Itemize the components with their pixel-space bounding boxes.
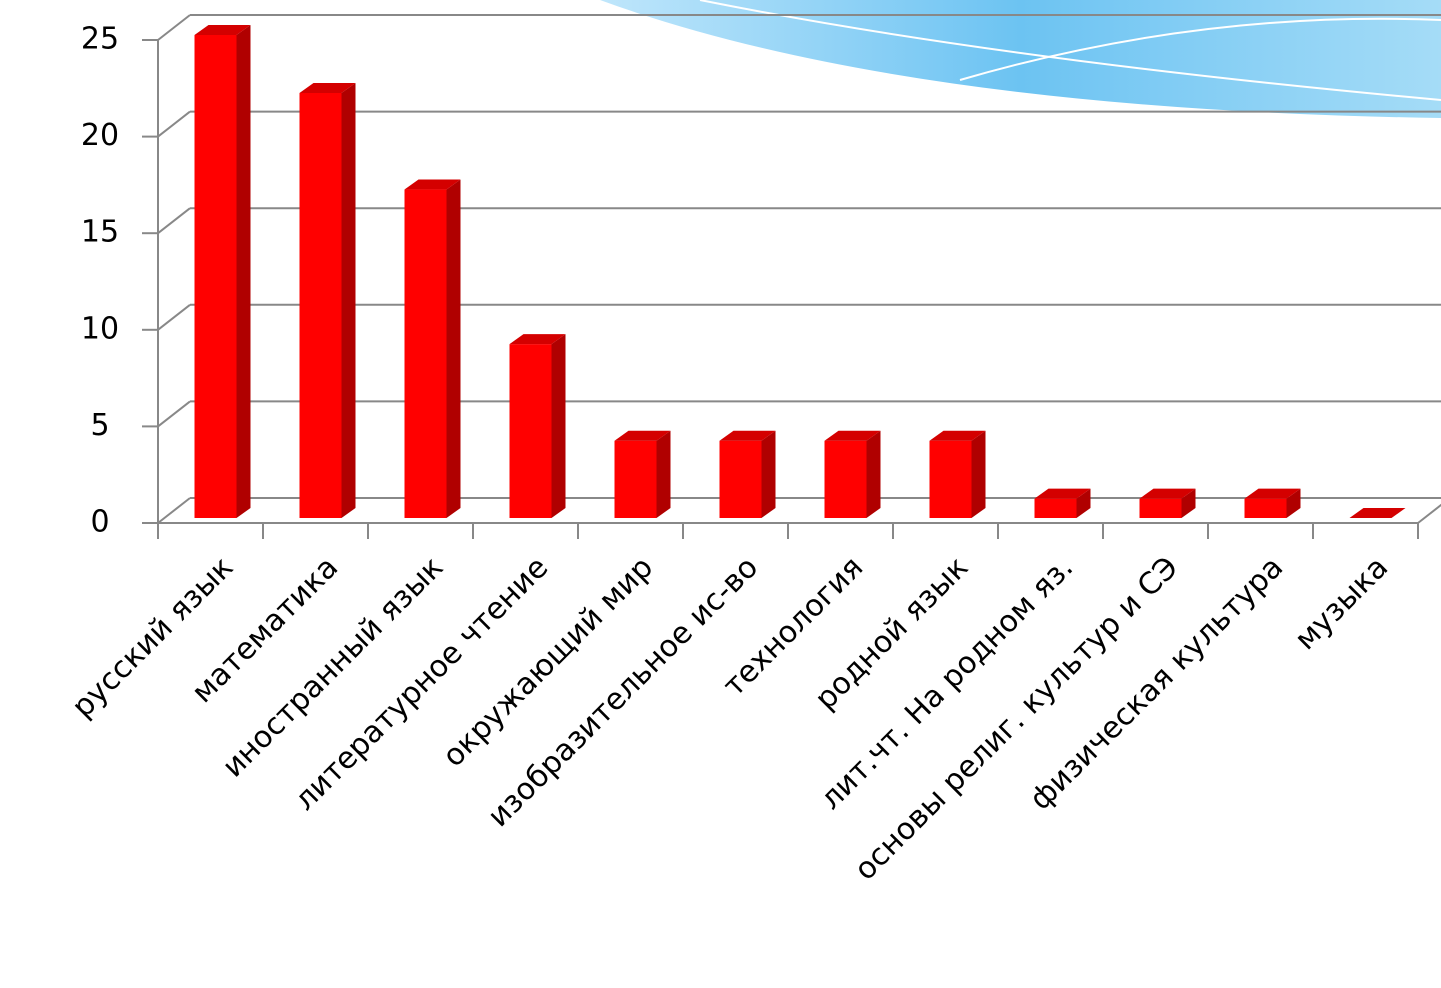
bar-side	[1181, 488, 1196, 518]
bar	[1034, 498, 1077, 518]
y-tick-label: 10	[81, 311, 119, 346]
bar-top	[1139, 488, 1196, 499]
bar	[1244, 498, 1287, 518]
y-tick-label: 0	[90, 505, 109, 540]
grid-line	[157, 207, 191, 234]
bar-top	[194, 25, 251, 35]
bar-top	[299, 82, 356, 93]
grid-line	[157, 304, 191, 331]
bar-top	[404, 179, 461, 190]
bar	[509, 344, 552, 518]
bar	[824, 440, 867, 518]
bar-side	[1286, 488, 1301, 518]
grid-line	[157, 400, 191, 428]
bar	[194, 35, 237, 518]
bar-side	[656, 430, 671, 518]
y-tick-label: 25	[81, 22, 119, 57]
decoration-line	[699, 0, 1441, 101]
grid-line	[157, 497, 191, 524]
bar-side	[551, 334, 566, 518]
bar	[614, 440, 657, 518]
y-tick-label: 5	[90, 408, 109, 443]
bar	[719, 440, 762, 518]
grid-line	[157, 14, 191, 41]
grid-line	[157, 110, 191, 138]
bar-side	[341, 82, 356, 519]
bar-side	[761, 430, 776, 518]
x-tick-label: окружающий мир	[436, 550, 660, 774]
bar	[1139, 498, 1182, 518]
floor-edge	[1417, 503, 1441, 524]
decoration-line	[959, 17, 1441, 81]
bar-side	[236, 25, 251, 518]
bar-top	[614, 430, 671, 441]
bar-top	[1034, 488, 1091, 499]
bar-top	[719, 430, 776, 441]
y-tick-label: 20	[81, 118, 119, 153]
y-tick-label: 15	[81, 215, 119, 250]
decoration-wave	[600, 0, 1441, 118]
bar-top	[1349, 508, 1406, 518]
bar-side	[971, 430, 986, 518]
bar-top	[929, 430, 986, 441]
bar-top	[1244, 488, 1301, 499]
bar-side	[1076, 488, 1091, 518]
bar	[929, 440, 972, 518]
bar-top	[509, 334, 566, 345]
bar	[404, 189, 447, 518]
bar-side	[446, 179, 461, 518]
x-tick-label: музыка	[1288, 550, 1395, 657]
bar-top	[824, 430, 881, 441]
bar-side	[866, 430, 881, 518]
bar	[299, 92, 342, 519]
